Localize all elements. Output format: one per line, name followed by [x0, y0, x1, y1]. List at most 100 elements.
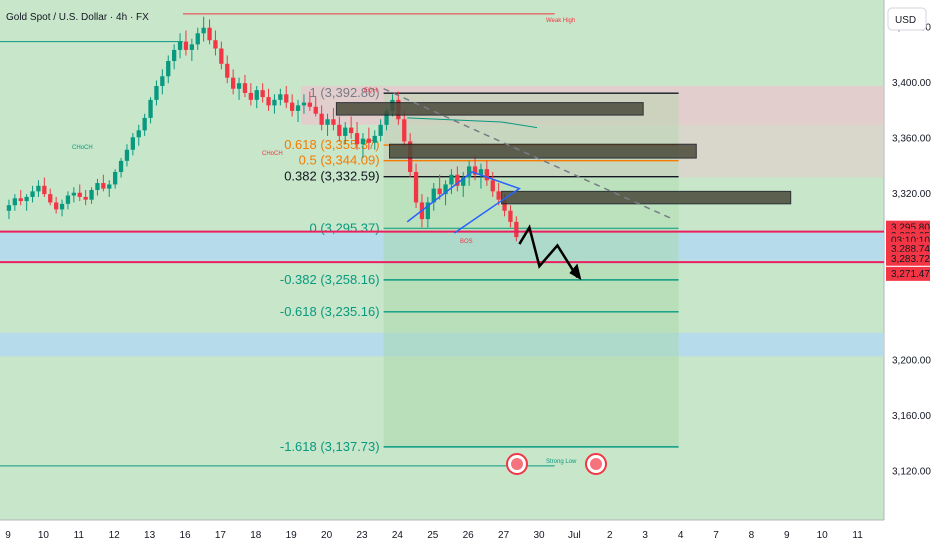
- candle-body: [490, 180, 495, 192]
- candle-body: [443, 184, 448, 195]
- time-tick: 9: [5, 530, 11, 541]
- currency-button[interactable]: [887, 7, 927, 31]
- candle-body: [502, 199, 507, 211]
- candle-body: [54, 202, 59, 210]
- price-tick: 3,120.00: [892, 466, 931, 477]
- candle-body: [437, 188, 442, 195]
- target-projection-area: [383, 228, 679, 447]
- choch-label-2: CHoCH: [262, 151, 283, 157]
- price-badge-label: 3,271.47: [891, 269, 930, 280]
- flag-icon-2[interactable]: [585, 453, 607, 475]
- candle-body: [172, 49, 177, 62]
- time-tick: 10: [817, 530, 829, 541]
- candle-body: [177, 41, 183, 50]
- candle-body: [514, 221, 519, 238]
- candle-body: [508, 210, 513, 222]
- descending-trendline: [383, 88, 674, 220]
- candle-body: [183, 41, 189, 50]
- candle-body: [77, 192, 82, 197]
- candle-body: [65, 195, 71, 204]
- candle-body: [366, 138, 371, 143]
- candle-body: [59, 203, 65, 210]
- candle-body: [360, 138, 366, 145]
- strong-low-label: Strong Low: [546, 459, 577, 465]
- candle-body: [278, 94, 283, 100]
- candle-body: [201, 27, 206, 34]
- candle-body: [431, 188, 436, 203]
- price-badge-label: 3,288.74: [891, 244, 930, 255]
- time-tick: 2: [607, 530, 613, 541]
- choch-label-1: CHoCH: [72, 145, 93, 151]
- candle-body: [130, 137, 135, 150]
- candle-body: [325, 119, 330, 125]
- candle-body: [290, 102, 295, 111]
- candle-body: [148, 99, 153, 118]
- candle-body: [425, 202, 430, 220]
- price-badges-layer: 3,295.803,289.6503:10:103,288.743,283.72…: [886, 220, 930, 281]
- candle-body: [413, 171, 419, 203]
- candle-body: [189, 44, 194, 50]
- order-block-1: [335, 102, 644, 116]
- time-tick: 10: [38, 530, 50, 541]
- candle-body: [484, 169, 489, 181]
- candle-body: [313, 106, 318, 114]
- candle-body: [337, 124, 342, 136]
- candle-body: [266, 97, 271, 106]
- time-tick: 12: [109, 530, 121, 541]
- candle-body: [225, 63, 230, 78]
- candle-body: [24, 196, 29, 202]
- time-tick: 25: [427, 530, 439, 541]
- time-tick: 19: [286, 530, 298, 541]
- price-tick: 3,400.00: [892, 78, 931, 89]
- candle-body: [372, 135, 377, 143]
- time-tick: 11: [74, 530, 85, 541]
- candle-body: [124, 149, 130, 161]
- candle-body: [231, 77, 236, 89]
- bear-flag-channel: [406, 171, 521, 234]
- time-tick: 17: [215, 530, 227, 541]
- candle-body: [213, 40, 218, 49]
- fib-label-1: 1 (3,392.80): [309, 85, 379, 100]
- order-block-2: [389, 143, 697, 159]
- price-tick: 3,200.00: [892, 356, 931, 367]
- candle-body: [301, 102, 307, 106]
- time-tick: 4: [678, 530, 684, 541]
- candle-body: [236, 83, 242, 89]
- candle-body: [467, 166, 472, 178]
- chart-title: Gold Spot / U.S. Dollar · 4h · FX: [6, 12, 149, 23]
- candle-body: [384, 110, 389, 125]
- fib-label-0.5: 0.5 (3,344.09): [299, 153, 380, 168]
- price-tick: 3,360.00: [892, 134, 931, 145]
- candle-body: [272, 99, 277, 106]
- candle-body: [95, 183, 100, 190]
- candle-body: [219, 48, 224, 64]
- fib-label--0.618: -0.618 (3,235.16): [280, 304, 380, 319]
- candle-body: [207, 27, 212, 41]
- price-badge-bg: [886, 251, 930, 266]
- candle-body: [472, 166, 478, 175]
- candle-body: [89, 189, 94, 200]
- candle-body: [248, 92, 253, 100]
- weak-high-label: Weak High: [546, 18, 575, 24]
- demand-zone-blue: [0, 232, 884, 261]
- time-tick: 11: [852, 530, 863, 541]
- candle-body: [461, 177, 466, 186]
- candle-body: [307, 102, 312, 107]
- price-badge-label: 3,283.72: [891, 254, 930, 265]
- currency-label[interactable]: USD: [895, 15, 916, 26]
- flag-icon-1[interactable]: [506, 453, 528, 475]
- fib-label-0: 0 (3,295.37): [309, 220, 379, 235]
- order-block-3: [501, 190, 792, 205]
- candle-body: [107, 184, 112, 189]
- candle-body: [496, 191, 501, 200]
- candle-body: [83, 196, 88, 200]
- time-tick: Jul: [568, 530, 581, 541]
- moving-average-line: [407, 117, 538, 129]
- time-tick: 20: [321, 530, 333, 541]
- candle-body: [42, 185, 47, 195]
- time-axis-background[interactable]: [0, 520, 932, 550]
- candle-body: [254, 90, 259, 100]
- candle-body: [343, 127, 348, 136]
